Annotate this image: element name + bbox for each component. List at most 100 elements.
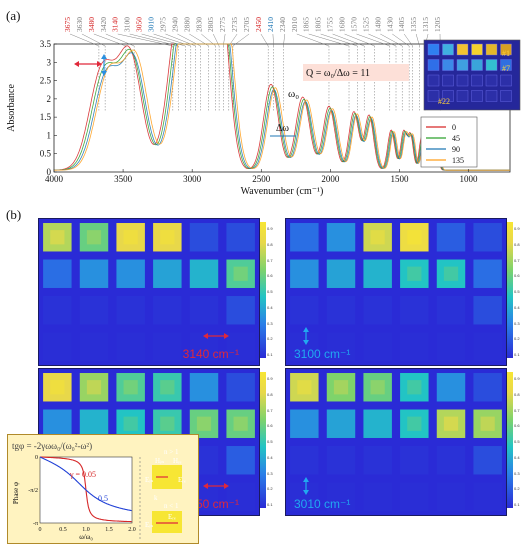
- array-cell: [500, 59, 512, 71]
- field-cell: [326, 409, 356, 438]
- peak-leader: [368, 33, 397, 47]
- field-cell: [436, 482, 466, 511]
- peak-label: 1525: [361, 17, 370, 32]
- x-tick-label: 3500: [114, 174, 133, 184]
- peak-leader: [392, 33, 410, 47]
- colorbar: [507, 222, 513, 358]
- colorbar-tick: 0.7: [514, 407, 520, 413]
- e-re-label-bottom: Eᵣₑ: [168, 513, 176, 521]
- peak-label: 1865: [302, 17, 311, 32]
- peak-label: 1430: [385, 17, 394, 32]
- colorbar-tick: 0.4: [267, 304, 273, 310]
- arrow-head: [224, 483, 229, 489]
- phase-y-tick: -π: [33, 521, 38, 527]
- peak-leader: [232, 33, 250, 47]
- peak-label: 2775: [218, 17, 227, 32]
- e-in-label-bottom: Eᵢₙ: [145, 521, 153, 529]
- red-arrow-head-right: [97, 61, 102, 67]
- q-factor-box: [303, 64, 409, 81]
- colorbar-tick: 0.5: [267, 439, 273, 444]
- h-re-label: Hᵣₑ: [173, 457, 182, 465]
- field-map-cells: [290, 223, 502, 361]
- field-cell: [363, 409, 392, 438]
- gamma-label-red: γ = 0.05: [69, 470, 96, 479]
- colorbar-tick: 0.7: [267, 257, 273, 263]
- phase-x-tick: 1.5: [105, 527, 113, 533]
- y-tick-label: 0: [47, 167, 52, 177]
- colorbar-tick: 0.5: [514, 439, 520, 444]
- array-cell: [485, 74, 498, 87]
- field-cell: [400, 296, 429, 325]
- phase-curve: [40, 456, 132, 523]
- field-cell-core: [86, 230, 102, 245]
- polarization-arrow: [303, 477, 309, 495]
- panel-b-label: (b): [6, 207, 22, 222]
- field-cell-core: [480, 416, 495, 431]
- field-cell: [189, 373, 219, 402]
- peak-label: 3630: [75, 17, 84, 32]
- colorbar-tick: 0.2: [267, 336, 273, 342]
- field-cell: [473, 482, 502, 511]
- field-cell: [326, 482, 356, 511]
- colorbar-tick: 0.5: [267, 289, 273, 294]
- panel-a-label: (a): [6, 8, 21, 23]
- peak-label: 1755: [326, 17, 335, 32]
- field-cell: [436, 373, 466, 402]
- n-gt-1-label: n > 1: [164, 448, 179, 456]
- peak-leader: [117, 33, 173, 47]
- polarization-arrow: [203, 333, 229, 339]
- field-cell: [226, 223, 255, 252]
- array-cell: [500, 74, 512, 87]
- field-cell-core: [407, 266, 422, 281]
- e-in-label-top: Eᵢₙ: [145, 476, 153, 484]
- polarization-arrow: [203, 483, 229, 489]
- delta-omega-label: Δω: [276, 123, 289, 134]
- field-cell-core: [123, 230, 138, 245]
- colorbar-tick: 0.6: [267, 423, 273, 429]
- field-cell: [79, 296, 109, 325]
- peak-label: 1570: [349, 17, 358, 32]
- absorbance-spectrum-chart: 3675 3630 3480 3420 3140 3100 3050 3010 2975 2940…: [6, 17, 521, 197]
- legend-entry: 135: [452, 156, 464, 165]
- phase-y-tick: -π/2: [28, 488, 38, 494]
- peak-leader: [380, 33, 403, 47]
- field-cell: [226, 332, 255, 361]
- y-tick-label: 1.5: [40, 112, 52, 122]
- phase-x-tick: 2.0: [128, 527, 136, 533]
- field-cell: [226, 296, 255, 325]
- legend-entry: 0: [452, 123, 456, 132]
- field-cell: [473, 296, 502, 325]
- y-tick-label: 2: [47, 94, 52, 104]
- field-cell: [363, 332, 392, 361]
- field-cell: [43, 296, 72, 325]
- colorbar-tick: 0.6: [514, 423, 520, 429]
- field-cell-core: [370, 380, 385, 395]
- y-tick-label: 3.5: [40, 39, 52, 49]
- field-cell: [473, 332, 502, 361]
- peak-label: 1205: [433, 17, 442, 32]
- colorbar-tick: 0.3: [514, 320, 520, 326]
- peak-label: 1315: [421, 17, 430, 32]
- field-cell: [326, 296, 356, 325]
- field-cell: [43, 332, 72, 361]
- peak-label: 2880: [182, 17, 191, 32]
- field-cell: [363, 482, 392, 511]
- peak-label: 1405: [397, 17, 406, 32]
- field-cell: [290, 446, 319, 475]
- field-cell-core: [407, 416, 422, 431]
- field-cell: [226, 446, 255, 475]
- field-cell: [79, 259, 109, 288]
- field-cell: [473, 223, 502, 252]
- omega0-label: ω₀: [288, 88, 299, 100]
- legend-entry: 90: [452, 145, 460, 154]
- array-cell: [456, 59, 469, 71]
- legend-box: [420, 116, 478, 168]
- peak-leader: [415, 33, 420, 47]
- field-cell: [326, 223, 356, 252]
- arrow-head: [303, 477, 309, 482]
- field-cell: [436, 223, 466, 252]
- colorbar-tick: 0.4: [267, 454, 273, 460]
- array-cell: [456, 90, 469, 102]
- field-cell: [363, 446, 392, 475]
- peak-leader: [308, 33, 350, 47]
